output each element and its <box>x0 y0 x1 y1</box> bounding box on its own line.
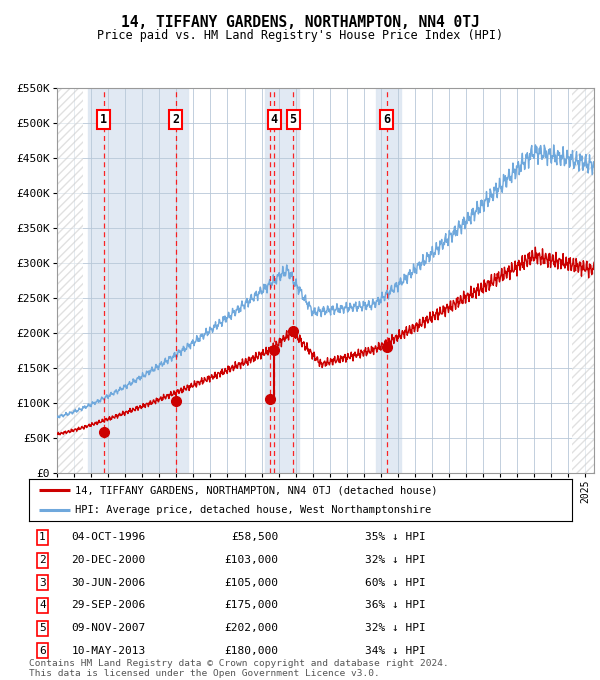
Text: 5: 5 <box>39 623 46 633</box>
Text: 30-JUN-2006: 30-JUN-2006 <box>71 578 146 588</box>
Text: 04-OCT-1996: 04-OCT-1996 <box>71 532 146 543</box>
Text: Contains HM Land Registry data © Crown copyright and database right 2024.
This d: Contains HM Land Registry data © Crown c… <box>29 658 449 678</box>
Text: HPI: Average price, detached house, West Northamptonshire: HPI: Average price, detached house, West… <box>75 505 431 515</box>
Text: £58,500: £58,500 <box>232 532 278 543</box>
Text: 29-SEP-2006: 29-SEP-2006 <box>71 600 146 611</box>
Text: 4: 4 <box>39 600 46 611</box>
Text: 36% ↓ HPI: 36% ↓ HPI <box>365 600 426 611</box>
Text: 35% ↓ HPI: 35% ↓ HPI <box>365 532 426 543</box>
Text: £202,000: £202,000 <box>224 623 278 633</box>
Text: 2: 2 <box>172 114 179 126</box>
Text: Price paid vs. HM Land Registry's House Price Index (HPI): Price paid vs. HM Land Registry's House … <box>97 29 503 41</box>
Text: 14, TIFFANY GARDENS, NORTHAMPTON, NN4 0TJ: 14, TIFFANY GARDENS, NORTHAMPTON, NN4 0T… <box>121 15 479 30</box>
Text: 32% ↓ HPI: 32% ↓ HPI <box>365 555 426 565</box>
Text: 1: 1 <box>39 532 46 543</box>
Text: 32% ↓ HPI: 32% ↓ HPI <box>365 623 426 633</box>
Text: 6: 6 <box>383 114 391 126</box>
Text: 09-NOV-2007: 09-NOV-2007 <box>71 623 146 633</box>
Text: £180,000: £180,000 <box>224 646 278 656</box>
Bar <box>88 88 188 473</box>
Bar <box>265 88 299 473</box>
Text: 4: 4 <box>271 114 278 126</box>
Text: £175,000: £175,000 <box>224 600 278 611</box>
Text: 20-DEC-2000: 20-DEC-2000 <box>71 555 146 565</box>
Text: £105,000: £105,000 <box>224 578 278 588</box>
Text: 1: 1 <box>100 114 107 126</box>
Text: 6: 6 <box>39 646 46 656</box>
Text: 2: 2 <box>39 555 46 565</box>
Text: 60% ↓ HPI: 60% ↓ HPI <box>365 578 426 588</box>
Bar <box>57 88 83 473</box>
Text: 34% ↓ HPI: 34% ↓ HPI <box>365 646 426 656</box>
Text: 5: 5 <box>290 114 296 126</box>
Text: £103,000: £103,000 <box>224 555 278 565</box>
Bar <box>572 88 600 473</box>
Bar <box>376 88 401 473</box>
Text: 14, TIFFANY GARDENS, NORTHAMPTON, NN4 0TJ (detached house): 14, TIFFANY GARDENS, NORTHAMPTON, NN4 0T… <box>75 485 437 495</box>
Text: 10-MAY-2013: 10-MAY-2013 <box>71 646 146 656</box>
Text: 3: 3 <box>39 578 46 588</box>
